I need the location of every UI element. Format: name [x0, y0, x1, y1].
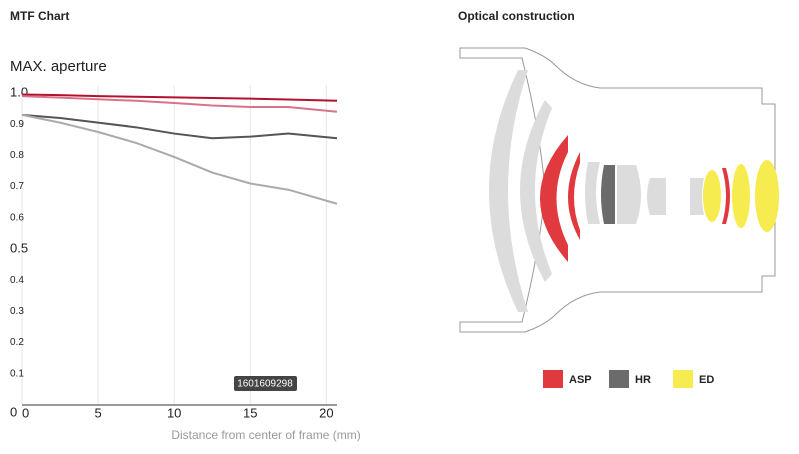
asp-lens [568, 152, 580, 240]
tooltip-text: 1601609298 [237, 379, 293, 390]
y-tick-label: 0.3 [10, 306, 24, 317]
ed-lens [755, 160, 779, 232]
mtf-heading: MTF Chart [10, 9, 69, 23]
x-tick-label: 0 [22, 405, 29, 420]
lens [690, 178, 704, 215]
legend-label: HR [635, 374, 651, 386]
legend-swatch [609, 370, 629, 388]
x-tick-label: 10 [167, 405, 181, 420]
lens [617, 165, 641, 224]
chart-title: MAX. aperture [10, 58, 107, 75]
legend-label: ED [699, 374, 714, 386]
legend-swatch [673, 370, 693, 388]
y-tick-label: 0.1 [10, 368, 24, 379]
lens [520, 100, 552, 282]
mtf-line [21, 113, 338, 205]
y-tick-label: 0.6 [10, 212, 24, 223]
ed-lens [703, 170, 721, 222]
legend: ASP HR ED [543, 370, 714, 388]
y-tick-label: 0.8 [10, 150, 24, 161]
asp-lens [722, 168, 730, 224]
y-tick-label: 0.2 [10, 337, 24, 348]
ed-lens [732, 164, 750, 228]
y-tick-label: 0.7 [10, 181, 24, 192]
asp-lens [540, 135, 568, 262]
optical-diagram [459, 47, 779, 333]
tooltip-badge [234, 376, 297, 391]
lens [647, 178, 666, 215]
legend-swatch [543, 370, 563, 388]
y-tick-label: 0.5 [10, 240, 28, 255]
lens [489, 70, 528, 312]
y-tick-label: 0.4 [10, 275, 24, 286]
lens [585, 162, 600, 224]
barrel-outline [459, 47, 776, 333]
y-tick-label: 0.9 [10, 119, 24, 130]
mtf-line [21, 93, 338, 102]
x-tick-label: 20 [319, 405, 333, 420]
mtf-chart: 0 5 10 15 2000.10.20.30.40.50.60.70.80.91.01… [10, 84, 338, 420]
mtf-line [21, 95, 338, 113]
mtf-line [21, 113, 338, 140]
y-tick-label: 0 [10, 404, 17, 419]
hr-lens [601, 165, 615, 224]
x-tick-label: 15 [243, 405, 257, 420]
legend-label: ASP [569, 374, 592, 386]
optical-heading: Optical construction [458, 9, 575, 23]
x-tick-label: 5 [94, 405, 101, 420]
x-axis-label: Distance from center of frame (mm) [171, 428, 360, 442]
